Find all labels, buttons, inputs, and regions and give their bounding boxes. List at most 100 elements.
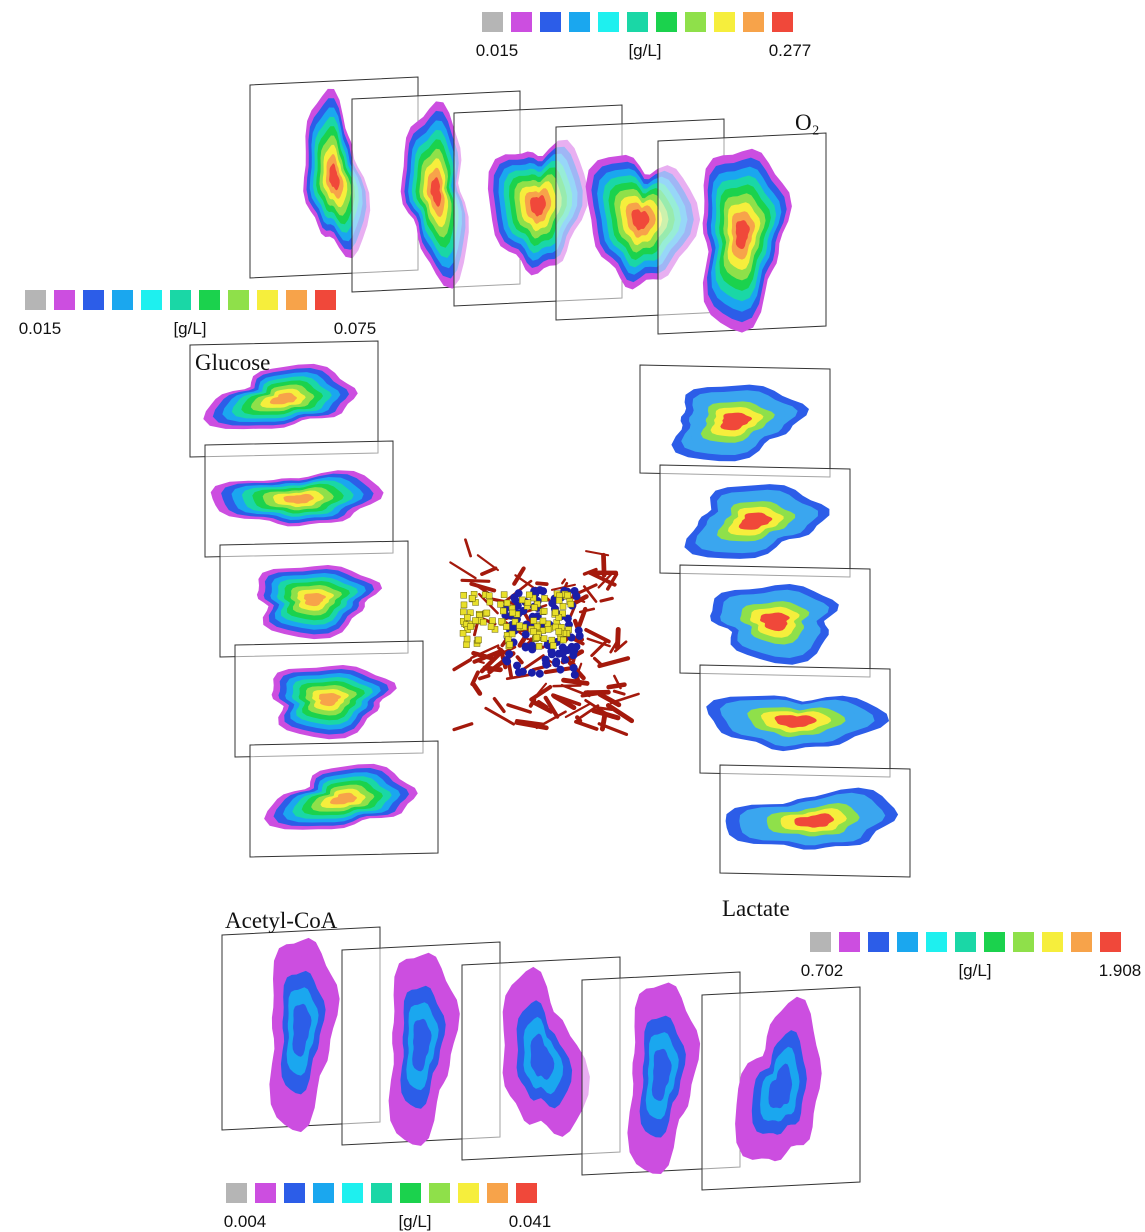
particle bbox=[517, 623, 523, 629]
slice bbox=[250, 741, 438, 857]
colorbar-swatch bbox=[772, 12, 793, 32]
particle bbox=[561, 656, 569, 664]
colorbar-swatch bbox=[685, 12, 706, 32]
particle bbox=[560, 637, 566, 643]
filament bbox=[598, 708, 611, 710]
filament bbox=[462, 580, 489, 581]
particle bbox=[576, 632, 584, 640]
colorbar-swatch bbox=[926, 932, 947, 952]
colorbar-min: 0.015 bbox=[19, 319, 62, 338]
filament bbox=[478, 661, 484, 663]
filament bbox=[474, 685, 480, 694]
particle bbox=[556, 597, 562, 603]
particle bbox=[570, 664, 578, 672]
particle bbox=[565, 592, 571, 598]
colorbar-swatch bbox=[228, 290, 249, 310]
particle bbox=[509, 631, 515, 637]
colorbar-swatch bbox=[313, 1183, 334, 1203]
colorbar-swatch bbox=[598, 12, 619, 32]
slice bbox=[235, 641, 423, 757]
panel-label: Lactate bbox=[722, 896, 790, 921]
filament bbox=[600, 694, 619, 704]
filament bbox=[450, 562, 475, 578]
colorbar-min: 0.015 bbox=[476, 41, 519, 60]
page: {"panels": [ {"label": "O₂", "colorbar":… bbox=[0, 0, 1145, 1232]
particle bbox=[534, 635, 540, 641]
slices bbox=[190, 77, 910, 1190]
colorbar-swatch bbox=[257, 290, 278, 310]
figure: 0.015[g/L]0.2770.015[g/L]0.0750.702[g/L]… bbox=[0, 0, 1145, 1232]
slice bbox=[220, 541, 408, 657]
filament bbox=[562, 580, 565, 584]
particle bbox=[541, 636, 547, 642]
colorbar-swatch bbox=[54, 290, 75, 310]
particle bbox=[475, 637, 481, 643]
particle bbox=[487, 599, 493, 605]
colorbar-swatch bbox=[540, 12, 561, 32]
slice bbox=[720, 765, 910, 877]
particle bbox=[464, 615, 470, 621]
particle bbox=[501, 592, 507, 598]
colorbar-swatch bbox=[656, 12, 677, 32]
particle bbox=[526, 592, 532, 598]
particle bbox=[556, 666, 564, 674]
particle bbox=[464, 636, 470, 642]
particle bbox=[490, 618, 496, 624]
particle bbox=[568, 601, 574, 607]
particle bbox=[486, 593, 492, 599]
colorbar-swatch bbox=[487, 1183, 508, 1203]
filament bbox=[494, 699, 504, 712]
particle bbox=[536, 643, 542, 649]
particle bbox=[513, 662, 521, 670]
colorbar-swatch bbox=[569, 12, 590, 32]
colorbar-swatch bbox=[810, 932, 831, 952]
colorbar-swatch bbox=[429, 1183, 450, 1203]
filament bbox=[454, 660, 470, 670]
colorbar-swatch bbox=[482, 12, 503, 32]
colorbar-unit: [g/L] bbox=[628, 41, 661, 60]
particle bbox=[515, 668, 523, 676]
particle bbox=[545, 626, 551, 632]
particle bbox=[531, 618, 537, 624]
particle bbox=[505, 650, 513, 658]
colorbar-unit: [g/L] bbox=[958, 961, 991, 980]
particle bbox=[460, 609, 466, 615]
particle bbox=[541, 595, 547, 601]
panel-label: O₂ bbox=[795, 110, 820, 135]
colorbar-swatch bbox=[714, 12, 735, 32]
particle bbox=[542, 659, 550, 667]
particle bbox=[463, 642, 469, 648]
filament bbox=[599, 658, 628, 666]
slice bbox=[660, 465, 850, 577]
particle bbox=[469, 595, 475, 601]
colorbar-swatch bbox=[1071, 932, 1092, 952]
colorbar-swatch bbox=[199, 290, 220, 310]
particle bbox=[510, 610, 516, 616]
colorbar-swatch bbox=[1100, 932, 1121, 952]
colorbar-swatch bbox=[743, 12, 764, 32]
filament bbox=[517, 657, 521, 662]
colorbar-swatch bbox=[400, 1183, 421, 1203]
colorbar-swatch bbox=[955, 932, 976, 952]
particle bbox=[550, 643, 556, 649]
filament bbox=[609, 685, 625, 688]
filament bbox=[602, 716, 604, 729]
particle bbox=[461, 592, 467, 598]
colorbar-swatch bbox=[458, 1183, 479, 1203]
particle bbox=[525, 600, 531, 606]
filament bbox=[486, 708, 514, 724]
colorbar-swatch bbox=[1042, 932, 1063, 952]
particle bbox=[560, 603, 566, 609]
particle bbox=[484, 610, 490, 616]
filament bbox=[537, 583, 547, 584]
particle bbox=[507, 642, 513, 648]
colorbar-min: 0.702 bbox=[801, 961, 844, 980]
particle bbox=[530, 629, 536, 635]
filament bbox=[454, 724, 472, 730]
colorbar-swatch bbox=[511, 12, 532, 32]
filament bbox=[577, 717, 580, 721]
colorbar-max: 0.075 bbox=[334, 319, 377, 338]
filament bbox=[614, 691, 624, 694]
panel-label: Acetyl-CoA bbox=[225, 908, 338, 933]
particle bbox=[504, 600, 510, 606]
